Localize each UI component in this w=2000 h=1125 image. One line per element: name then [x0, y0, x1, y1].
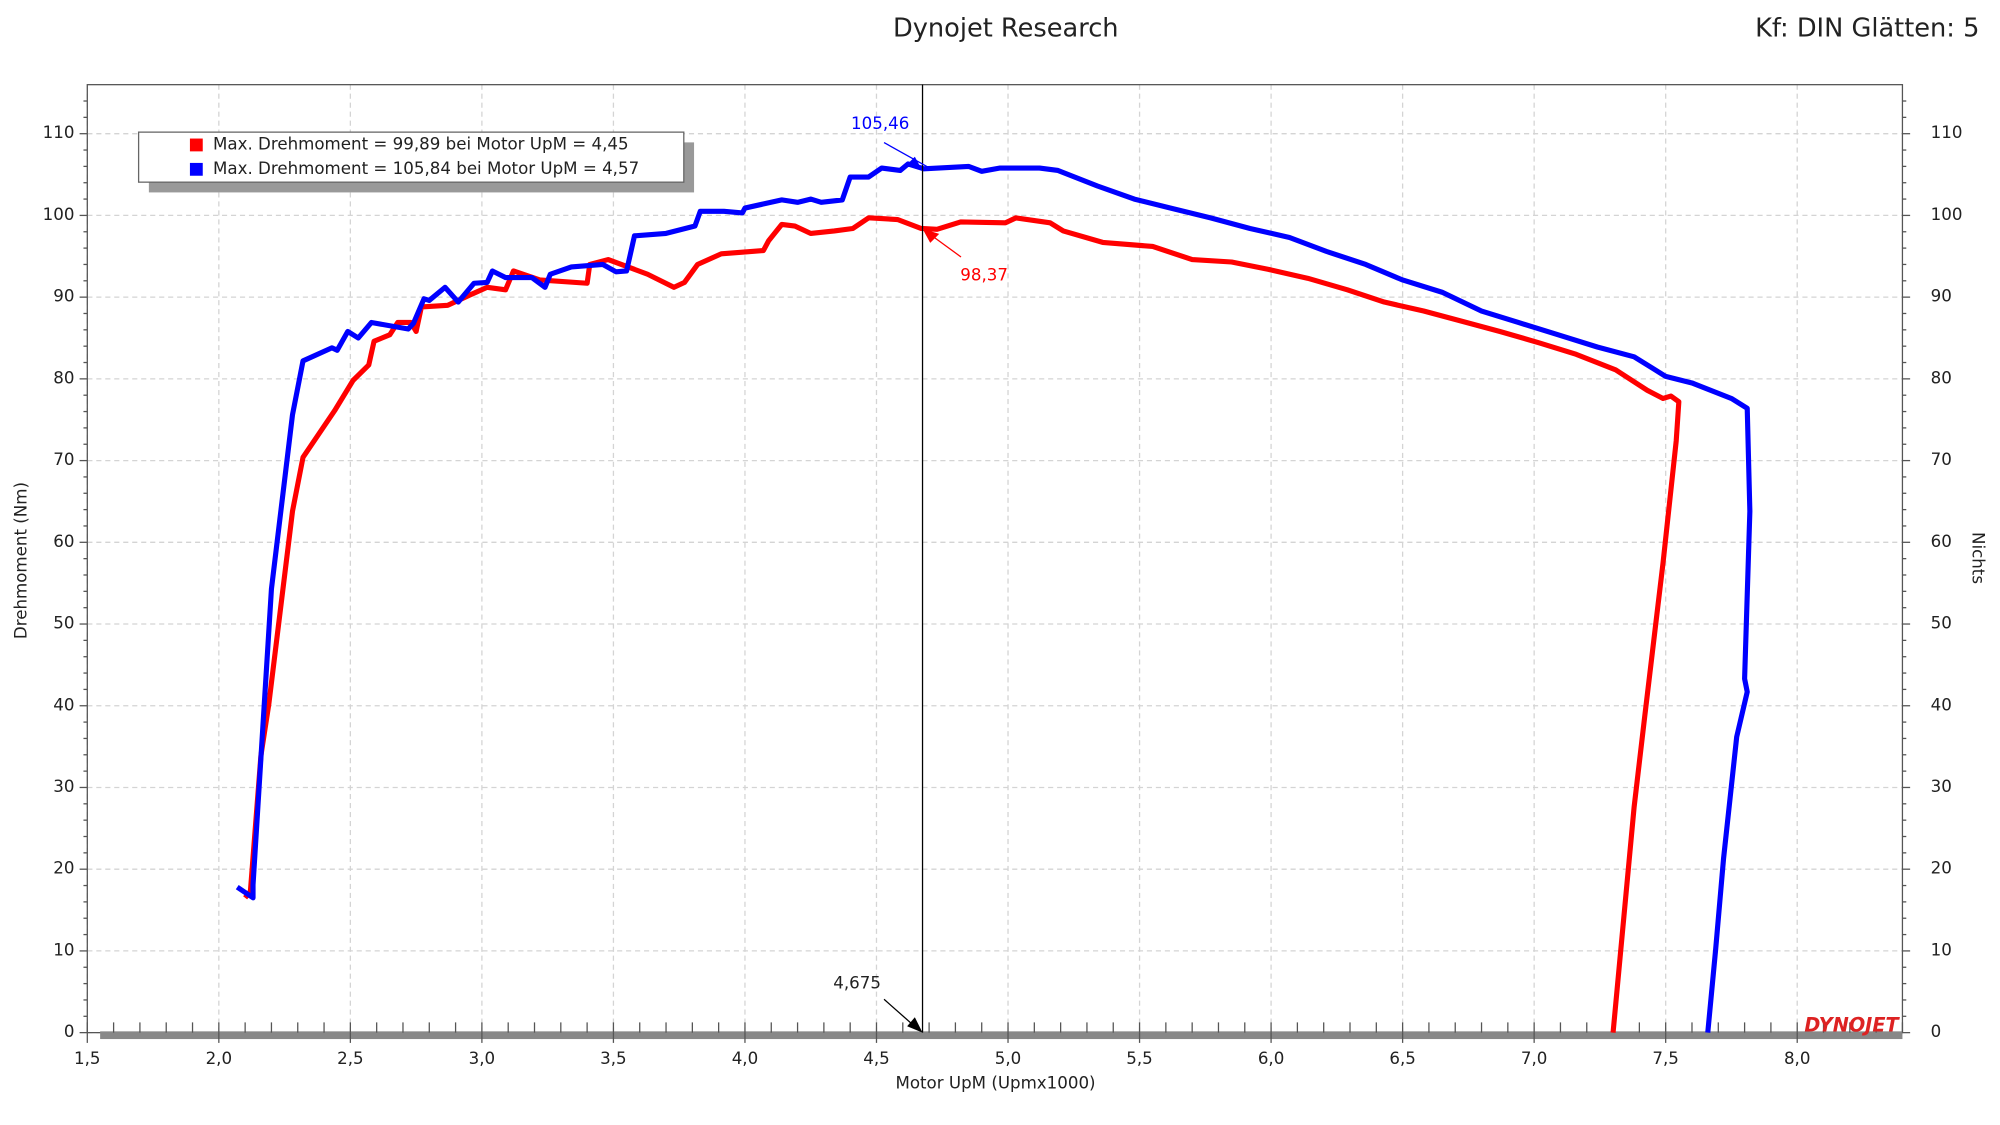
- x-tick-label: 5,0: [995, 1049, 1022, 1068]
- y2-tick-label: 80: [1931, 368, 1952, 387]
- y-tick-label: 20: [53, 859, 74, 878]
- x-tick-label: 2,5: [337, 1049, 364, 1068]
- x-tick-label: 1,5: [74, 1049, 101, 1068]
- x-axis-band: [100, 1031, 1903, 1040]
- legend-entry: Max. Drehmoment = 99,89 bei Motor UpM = …: [213, 134, 629, 153]
- cursor-value-arrowhead: [922, 228, 940, 243]
- y2-tick-label: 100: [1931, 205, 1963, 224]
- y-tick-label: 50: [53, 614, 74, 633]
- x-tick-label: 7,5: [1652, 1049, 1679, 1068]
- y2-tick-label: 90: [1931, 287, 1952, 306]
- cursor-arrowhead: [907, 1017, 923, 1033]
- y2-axis-label: Nichts: [1968, 532, 1987, 584]
- chart-title: Dynojet Research: [893, 14, 1119, 44]
- cursor-value-label: 98,37: [960, 266, 1008, 285]
- chart-subtitle: Kf: DIN Glätten: 5: [1755, 14, 1979, 44]
- y-tick-label: 30: [53, 777, 74, 796]
- cursor-label: 4,675: [833, 973, 881, 992]
- x-tick-label: 6,5: [1389, 1049, 1416, 1068]
- y-tick-label: 90: [53, 287, 74, 306]
- cursor-value-arrow: [883, 142, 928, 168]
- y-tick-label: 110: [43, 123, 75, 142]
- y2-tick-label: 60: [1931, 532, 1952, 551]
- x-tick-label: 3,0: [469, 1049, 496, 1068]
- y-tick-label: 60: [53, 532, 74, 551]
- y2-tick-label: 0: [1931, 1022, 1942, 1041]
- y-tick-label: 70: [53, 450, 74, 469]
- x-tick-label: 2,0: [206, 1049, 233, 1068]
- legend-swatch: [189, 138, 203, 152]
- x-axis-label: Motor UpM (Upmx1000): [895, 1073, 1095, 1092]
- legend-entry: Max. Drehmoment = 105,84 bei Motor UpM =…: [213, 159, 639, 178]
- x-tick-label: 5,5: [1126, 1049, 1153, 1068]
- x-tick-label: 4,5: [863, 1049, 890, 1068]
- x-tick-label: 8,0: [1784, 1049, 1811, 1068]
- y-tick-label: 10: [53, 940, 74, 959]
- x-tick-label: 4,0: [732, 1049, 758, 1068]
- y2-tick-label: 30: [1931, 777, 1952, 796]
- cursor-value-arrowhead: [905, 156, 923, 171]
- legend-box: [137, 131, 685, 183]
- x-tick-label: 3,5: [600, 1049, 627, 1068]
- y2-tick-label: 20: [1931, 859, 1952, 878]
- y-tick-label: 0: [64, 1022, 75, 1041]
- legend-swatch: [189, 162, 203, 176]
- x-tick-label: 7,0: [1521, 1049, 1548, 1068]
- x-tick-label: 6,0: [1258, 1049, 1285, 1068]
- series-line: [235, 161, 1753, 1033]
- y2-tick-label: 110: [1931, 123, 1963, 142]
- logo: DYNOJET: [1804, 1014, 1900, 1037]
- y-axis-label: Drehmoment (Nm): [11, 482, 30, 639]
- y-tick-label: 40: [53, 695, 74, 714]
- cursor-value-label: 105,46: [851, 114, 909, 133]
- series-line: [243, 215, 1682, 1033]
- y2-tick-label: 50: [1931, 614, 1952, 633]
- y-tick-label: 100: [43, 205, 75, 224]
- y2-tick-label: 10: [1931, 940, 1952, 959]
- y-tick-label: 80: [53, 368, 74, 387]
- y2-tick-label: 70: [1931, 450, 1952, 469]
- y2-tick-label: 40: [1931, 695, 1952, 714]
